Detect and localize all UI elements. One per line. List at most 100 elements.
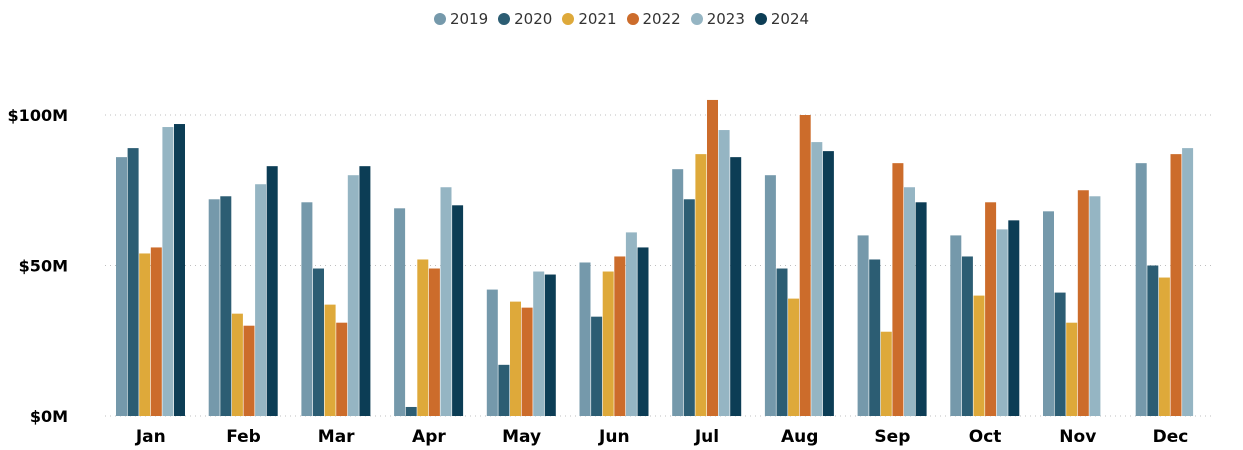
bar-mar-2021[interactable] (324, 304, 336, 416)
x-tick-label: Dec (1153, 427, 1189, 447)
bar-oct-2023[interactable] (996, 229, 1008, 416)
legend-label: 2022 (642, 10, 681, 28)
bar-apr-2023[interactable] (440, 187, 452, 416)
x-tick-label: Nov (1059, 427, 1096, 447)
bar-dec-2019[interactable] (1135, 163, 1147, 416)
x-tick-label: Apr (412, 427, 446, 447)
bar-nov-2021[interactable] (1066, 322, 1078, 416)
bar-feb-2020[interactable] (220, 196, 232, 416)
bar-sep-2022[interactable] (892, 163, 904, 416)
bar-jun-2023[interactable] (625, 232, 637, 416)
bar-aug-2019[interactable] (764, 175, 776, 416)
legend-swatch (562, 13, 575, 25)
bar-aug-2022[interactable] (799, 115, 811, 416)
bar-mar-2023[interactable] (347, 175, 359, 416)
legend-item-2022: 2022 (626, 10, 681, 28)
bar-oct-2020[interactable] (961, 256, 973, 416)
bar-may-2022[interactable] (521, 307, 533, 416)
gridlines (105, 114, 1215, 417)
bar-feb-2019[interactable] (208, 199, 220, 416)
bar-sep-2023[interactable] (904, 187, 915, 416)
bar-dec-2021[interactable] (1158, 277, 1170, 416)
bar-jan-2019[interactable] (116, 157, 127, 416)
bar-may-2020[interactable] (498, 364, 510, 416)
x-tick-label: May (502, 427, 541, 447)
x-tick-label: Mar (318, 427, 355, 447)
bar-jul-2019[interactable] (672, 169, 684, 416)
bar-jan-2024[interactable] (174, 124, 185, 416)
bar-feb-2023[interactable] (255, 184, 267, 416)
y-tick-label: $0M (30, 407, 68, 426)
x-tick-label: Oct (969, 427, 1002, 447)
y-axis: $0M $50M $100M (8, 106, 68, 426)
bar-feb-2024[interactable] (266, 166, 278, 416)
bar-sep-2020[interactable] (869, 259, 881, 416)
bar-mar-2020[interactable] (313, 268, 324, 416)
chart-legend: 2019 2020 2021 2022 2023 2024 (0, 10, 1243, 28)
bar-mar-2022[interactable] (336, 322, 348, 416)
bar-sep-2021[interactable] (880, 331, 892, 416)
bar-may-2019[interactable] (486, 289, 498, 416)
bar-dec-2022[interactable] (1170, 154, 1182, 416)
bar-nov-2020[interactable] (1054, 292, 1066, 416)
bar-jan-2020[interactable] (127, 148, 139, 417)
bar-jun-2022[interactable] (614, 256, 626, 416)
legend-label: 2019 (449, 10, 489, 28)
bar-apr-2020[interactable] (405, 406, 417, 416)
bars (116, 99, 1194, 417)
bar-may-2021[interactable] (510, 301, 521, 416)
bar-oct-2021[interactable] (973, 295, 985, 416)
x-tick-label: Sep (874, 427, 910, 447)
bar-dec-2020[interactable] (1147, 265, 1159, 417)
bar-may-2023[interactable] (533, 271, 545, 416)
bar-nov-2023[interactable] (1089, 196, 1101, 416)
bar-jul-2024[interactable] (730, 157, 742, 416)
bar-jun-2019[interactable] (579, 262, 591, 416)
legend-label: 2020 (514, 10, 553, 28)
x-tick-label: Jul (694, 427, 719, 447)
bar-jun-2024[interactable] (637, 247, 649, 416)
bar-sep-2024[interactable] (915, 202, 927, 416)
bar-jul-2022[interactable] (707, 99, 718, 416)
bar-jun-2021[interactable] (602, 271, 614, 416)
legend-item-2024: 2024 (754, 10, 810, 28)
bar-jan-2021[interactable] (139, 253, 151, 416)
legend-item-2020: 2020 (498, 10, 552, 28)
bar-mar-2024[interactable] (359, 166, 371, 416)
bar-apr-2024[interactable] (452, 205, 464, 416)
bar-dec-2023[interactable] (1182, 148, 1194, 417)
legend-label: 2021 (578, 10, 617, 28)
bar-jul-2020[interactable] (683, 199, 695, 416)
bar-aug-2023[interactable] (811, 142, 823, 416)
bar-apr-2019[interactable] (394, 208, 406, 416)
bar-jul-2023[interactable] (718, 130, 730, 417)
bar-oct-2022[interactable] (985, 202, 997, 416)
legend-swatch (754, 13, 767, 25)
bar-may-2024[interactable] (544, 274, 556, 416)
bar-jul-2021[interactable] (695, 154, 707, 416)
y-tick-label: $100M (8, 106, 68, 125)
legend-item-2021: 2021 (562, 10, 617, 28)
x-tick-label: Feb (226, 427, 261, 447)
bar-jan-2023[interactable] (162, 127, 174, 416)
bar-jun-2020[interactable] (591, 316, 603, 416)
bar-nov-2022[interactable] (1077, 190, 1089, 416)
bar-oct-2024[interactable] (1008, 220, 1020, 416)
bar-apr-2022[interactable] (428, 268, 440, 416)
bar-nov-2019[interactable] (1043, 211, 1054, 416)
bar-mar-2019[interactable] (301, 202, 313, 416)
legend-label: 2023 (706, 10, 745, 28)
bar-aug-2021[interactable] (788, 298, 800, 416)
bar-apr-2021[interactable] (417, 259, 429, 416)
bar-oct-2019[interactable] (950, 235, 962, 416)
bar-aug-2020[interactable] (776, 268, 788, 416)
y-tick-label: $50M (19, 257, 68, 276)
bar-feb-2022[interactable] (243, 325, 255, 416)
bar-jan-2022[interactable] (150, 247, 162, 416)
bar-sep-2019[interactable] (857, 235, 869, 416)
legend-label: 2024 (770, 10, 810, 28)
bar-feb-2021[interactable] (231, 313, 243, 416)
bar-aug-2024[interactable] (822, 151, 834, 416)
x-tick-label: Jun (598, 427, 630, 447)
